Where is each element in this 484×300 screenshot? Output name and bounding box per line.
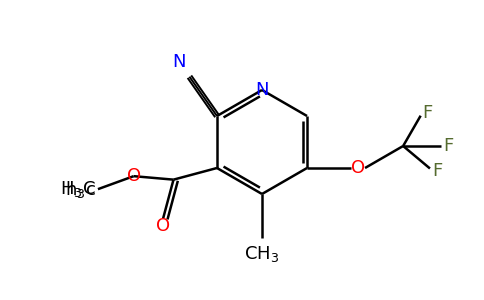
Text: H$_3$C: H$_3$C — [60, 179, 96, 199]
Text: F: F — [423, 104, 433, 122]
Text: F: F — [443, 137, 453, 155]
Text: N: N — [255, 81, 269, 99]
Text: O: O — [156, 217, 170, 235]
Text: N: N — [172, 53, 186, 71]
Text: O: O — [127, 167, 141, 185]
Text: F: F — [432, 163, 442, 181]
Text: CH$_3$: CH$_3$ — [244, 244, 280, 264]
Text: h$_3$c: h$_3$c — [65, 179, 96, 200]
Text: O: O — [351, 159, 365, 177]
